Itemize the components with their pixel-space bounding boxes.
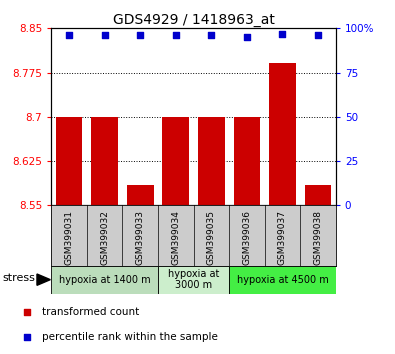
Text: GSM399032: GSM399032 [100, 210, 109, 265]
Point [137, 33, 143, 38]
Point [279, 31, 286, 36]
Text: hypoxia at 1400 m: hypoxia at 1400 m [59, 275, 150, 285]
Point [24, 334, 30, 340]
Text: GSM399038: GSM399038 [314, 210, 322, 265]
Polygon shape [37, 274, 50, 285]
Point [173, 33, 179, 38]
Bar [162, 117, 189, 205]
Bar [127, 185, 154, 205]
Point [208, 33, 214, 38]
Bar [229, 266, 336, 294]
Bar [51, 266, 158, 294]
Text: stress: stress [3, 273, 36, 283]
Bar [269, 63, 296, 205]
Text: GSM399037: GSM399037 [278, 210, 287, 265]
Point [102, 33, 108, 38]
Point [244, 34, 250, 40]
Point [315, 33, 321, 38]
Point [66, 33, 72, 38]
Title: GDS4929 / 1418963_at: GDS4929 / 1418963_at [113, 13, 275, 27]
Text: GSM399031: GSM399031 [65, 210, 73, 265]
Text: hypoxia at 4500 m: hypoxia at 4500 m [237, 275, 328, 285]
Text: percentile rank within the sample: percentile rank within the sample [42, 332, 218, 342]
Text: hypoxia at
3000 m: hypoxia at 3000 m [168, 269, 219, 291]
Bar [158, 266, 229, 294]
Text: GSM399035: GSM399035 [207, 210, 216, 265]
Text: GSM399033: GSM399033 [136, 210, 145, 265]
Bar [198, 117, 225, 205]
Text: GSM399034: GSM399034 [171, 210, 180, 265]
Text: GSM399036: GSM399036 [243, 210, 251, 265]
Bar [91, 117, 118, 205]
Bar [56, 117, 83, 205]
Bar [305, 185, 331, 205]
Bar [233, 117, 260, 205]
Point [24, 309, 30, 315]
Text: transformed count: transformed count [42, 307, 139, 317]
